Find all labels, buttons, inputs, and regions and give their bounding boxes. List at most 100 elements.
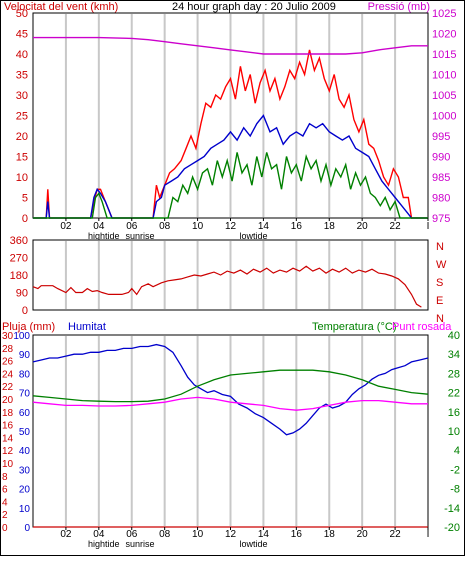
pressure-y-tick-label: 1020 (432, 29, 456, 41)
rain-y-tick-label: 6 (2, 485, 8, 496)
humidity-y-tick-label: 100 (13, 331, 30, 342)
wind-y-tick-label: 0 (22, 213, 28, 225)
pressure-y-ticks: 975 980 985 990 995 1000 1005 1010 1015 1020 1025 (432, 8, 456, 225)
rain-y-tick-label: 30 (2, 331, 14, 342)
temperature-y-tick-label: -8 (450, 484, 460, 496)
pressure-y-tick-label: 985 (432, 172, 450, 184)
x-marker-label: lowtide (240, 231, 268, 241)
rain-y-tick-label: 10 (2, 459, 14, 470)
x-tick-label: 08 (159, 529, 171, 540)
series-wind_avg-line (33, 114, 428, 219)
x-tick-label: 18 (324, 221, 336, 232)
x-tick-label: 20 (357, 529, 369, 540)
chart-title: 24 hour graph day : 20 Julio 2009 (172, 1, 336, 13)
temperature-y-tick-label: -20 (444, 522, 460, 534)
pressure-y-tick-label: 1000 (432, 111, 456, 123)
wind-y-tick-label: 25 (16, 111, 28, 123)
rain-axis-label: Pluja (mm) (2, 321, 55, 333)
x-tick-label: 12 (225, 221, 237, 232)
pressure-y-tick-label: 1010 (432, 70, 456, 82)
direction-series (32, 265, 422, 308)
wind-y-tick-label: 5 (22, 193, 28, 205)
rain-y-tick-label: 2 (2, 510, 8, 521)
temperature-y-tick-label: 4 (454, 445, 460, 457)
temperature-axis-label: Temperatura (°C) (312, 321, 396, 333)
x-tick-label: 16 (291, 529, 303, 540)
rain-y-tick-label: 24 (2, 369, 14, 380)
wind-y-tick-label: 40 (16, 49, 28, 61)
wind-y-tick-label: 45 (16, 29, 28, 41)
temperature-y-tick-label: 34 (448, 349, 460, 361)
series-humidity-line (32, 343, 429, 436)
temperature-y-ticks: -20 -14 -8 -2 4 10 16 22 28 34 40 (444, 330, 460, 534)
pressure-axis-label: Pressió (mb) (368, 1, 430, 13)
direction-y-tick-label: 270 (10, 253, 28, 265)
x-marker-label: sunrise (125, 539, 154, 549)
rain-y-tick-label: 8 (2, 472, 8, 483)
temperature-y-tick-label: 22 (448, 388, 460, 400)
compass-tick-label: N (436, 241, 444, 253)
humidity-y-tick-label: 40 (19, 446, 31, 457)
rain-y-tick-label: 20 (2, 395, 14, 406)
x-tick-label: 14 (258, 221, 270, 232)
x-tick-label: 10 (192, 529, 204, 540)
wind-y-tick-label: 10 (16, 172, 28, 184)
x-marker-label: lowtide (240, 539, 268, 549)
direction-y-tick-label: 180 (10, 270, 28, 282)
x-tick-label: 22 (390, 529, 402, 540)
humidity-y-tick-label: 20 (19, 485, 31, 496)
rain-y-tick-label: 12 (2, 446, 14, 457)
rain-y-tick-label: 28 (2, 344, 14, 355)
rain-y-tick-label: 22 (2, 382, 14, 393)
x-tick-label: 18 (324, 529, 336, 540)
x-tick-label: I (427, 221, 430, 232)
wind-y-ticks: 0 5 10 15 20 25 30 35 40 45 50 (16, 8, 28, 225)
pressure-y-tick-label: 995 (432, 131, 450, 143)
x-tick-label: 06 (126, 529, 138, 540)
direction-y-ticks: 0 90 180 270 360 (10, 235, 28, 317)
humidity-y-tick-label: 50 (19, 427, 31, 438)
humidity-axis-label: Humitat (68, 321, 106, 333)
direction-panel-grid (64, 241, 397, 309)
pressure-y-tick-label: 1025 (432, 8, 456, 20)
x-tick-label: 20 (357, 221, 369, 232)
humidity-y-tick-label: 10 (19, 504, 31, 515)
x-marker-label: hightide (88, 539, 120, 549)
rain-y-tick-label: 18 (2, 408, 14, 419)
x-tick-label: 12 (225, 529, 237, 540)
x-tick-label: 02 (60, 221, 72, 232)
x-tick-label: 22 (390, 221, 402, 232)
x-marker-label: sunrise (125, 231, 154, 241)
humidity-y-tick-label: 60 (19, 408, 31, 419)
rain-y-tick-label: 4 (2, 497, 8, 508)
x-tick-label: 04 (93, 529, 105, 540)
temperature-y-tick-label: 16 (448, 407, 460, 419)
pressure-y-tick-label: 990 (432, 152, 450, 164)
wind-series (33, 36, 428, 219)
wind-y-tick-label: 15 (16, 152, 28, 164)
compass-tick-label: W (436, 259, 447, 271)
series-pressure-line (33, 36, 428, 55)
x-tick-label: I (427, 529, 430, 540)
humidity-y-tick-label: 0 (24, 523, 30, 534)
humidity-panel-grid (64, 336, 397, 526)
humidity-y-tick-label: 30 (19, 465, 31, 476)
series-direction-line (32, 265, 422, 308)
series-dewpoint-line (32, 396, 428, 411)
x-tick-label: 16 (291, 221, 303, 232)
rain-y-tick-label: 0 (2, 523, 8, 534)
dewpoint-axis-label: Punt rosada (392, 321, 452, 333)
x-tick-label: 14 (258, 529, 270, 540)
pressure-y-tick-label: 1015 (432, 49, 456, 61)
rain-y-tick-label: 16 (2, 421, 14, 432)
wind-y-tick-label: 30 (16, 90, 28, 102)
pressure-y-tick-label: 975 (432, 213, 450, 225)
series-temperature-line (32, 369, 429, 403)
x-tick-label: 06 (126, 221, 138, 232)
series-wind_min-line (33, 152, 428, 219)
